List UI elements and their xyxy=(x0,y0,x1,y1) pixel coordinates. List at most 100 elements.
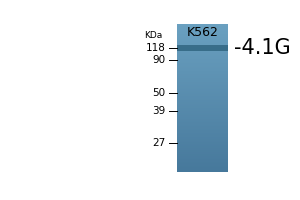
Bar xyxy=(177,165,228,166)
Bar xyxy=(177,115,228,116)
Bar xyxy=(177,101,228,102)
Bar xyxy=(177,132,228,133)
Bar xyxy=(177,108,228,109)
Bar xyxy=(177,116,228,117)
Bar xyxy=(177,106,228,107)
Bar xyxy=(177,68,228,69)
Bar xyxy=(177,64,228,65)
Bar xyxy=(177,45,228,51)
Text: 118: 118 xyxy=(146,43,165,53)
Bar xyxy=(177,81,228,82)
Bar xyxy=(177,89,228,90)
Bar xyxy=(177,112,228,113)
Bar xyxy=(177,146,228,147)
Bar xyxy=(177,102,228,103)
Bar xyxy=(177,117,228,118)
Bar xyxy=(177,56,228,57)
Bar xyxy=(177,49,228,50)
Bar xyxy=(177,143,228,144)
Bar xyxy=(177,41,228,42)
Bar xyxy=(177,161,228,162)
Bar xyxy=(177,99,228,100)
Bar xyxy=(177,30,228,31)
Bar xyxy=(177,57,228,58)
Bar xyxy=(177,84,228,85)
Bar xyxy=(177,91,228,92)
Bar xyxy=(177,62,228,63)
Bar xyxy=(177,138,228,139)
Bar xyxy=(177,42,228,43)
Bar xyxy=(177,152,228,153)
Bar xyxy=(177,78,228,79)
Bar xyxy=(177,75,228,76)
Bar xyxy=(177,160,228,161)
Bar xyxy=(177,121,228,122)
Bar xyxy=(177,166,228,167)
Bar xyxy=(177,164,228,165)
Bar xyxy=(177,52,228,53)
Bar xyxy=(177,86,228,87)
Bar xyxy=(177,131,228,132)
Text: K562: K562 xyxy=(187,26,218,39)
Bar xyxy=(177,140,228,141)
Bar xyxy=(177,151,228,152)
Bar xyxy=(177,53,228,54)
Bar xyxy=(177,94,228,95)
Bar xyxy=(177,145,228,146)
Bar xyxy=(177,65,228,66)
Bar xyxy=(177,128,228,129)
Bar xyxy=(177,54,228,55)
Bar xyxy=(177,163,228,164)
Bar xyxy=(177,36,228,37)
Bar xyxy=(177,63,228,64)
Text: 27: 27 xyxy=(152,138,165,148)
Bar xyxy=(177,158,228,159)
Bar xyxy=(177,109,228,110)
Bar xyxy=(177,126,228,127)
Bar xyxy=(177,70,228,71)
Bar xyxy=(177,73,228,74)
Bar xyxy=(177,124,228,125)
Bar xyxy=(177,98,228,99)
Bar xyxy=(177,162,228,163)
Bar xyxy=(177,26,228,27)
Bar xyxy=(177,119,228,120)
Bar xyxy=(177,43,228,44)
Bar xyxy=(177,88,228,89)
Bar xyxy=(177,85,228,86)
Bar xyxy=(177,34,228,35)
Bar xyxy=(177,170,228,171)
Bar xyxy=(177,40,228,41)
Text: -4.1G: -4.1G xyxy=(234,38,291,58)
Bar xyxy=(177,147,228,148)
Bar xyxy=(177,169,228,170)
Bar xyxy=(177,83,228,84)
Bar xyxy=(177,82,228,83)
Bar xyxy=(177,92,228,93)
Bar xyxy=(177,144,228,145)
Bar xyxy=(177,104,228,105)
Bar xyxy=(177,50,228,51)
Bar xyxy=(177,28,228,29)
Bar xyxy=(177,113,228,114)
Bar xyxy=(177,125,228,126)
Bar xyxy=(177,110,228,111)
Bar xyxy=(177,136,228,137)
Bar xyxy=(177,47,228,48)
Bar xyxy=(177,105,228,106)
Bar xyxy=(177,74,228,75)
Bar xyxy=(177,142,228,143)
Bar xyxy=(177,27,228,28)
Bar xyxy=(177,24,228,25)
Bar xyxy=(177,72,228,73)
Text: KDa: KDa xyxy=(144,31,162,40)
Bar xyxy=(177,38,228,39)
Text: 90: 90 xyxy=(152,55,165,65)
Bar xyxy=(177,44,228,45)
Bar xyxy=(177,76,228,77)
Bar xyxy=(177,35,228,36)
Bar xyxy=(177,45,228,46)
Bar xyxy=(177,60,228,61)
Bar xyxy=(177,150,228,151)
Bar xyxy=(177,120,228,121)
